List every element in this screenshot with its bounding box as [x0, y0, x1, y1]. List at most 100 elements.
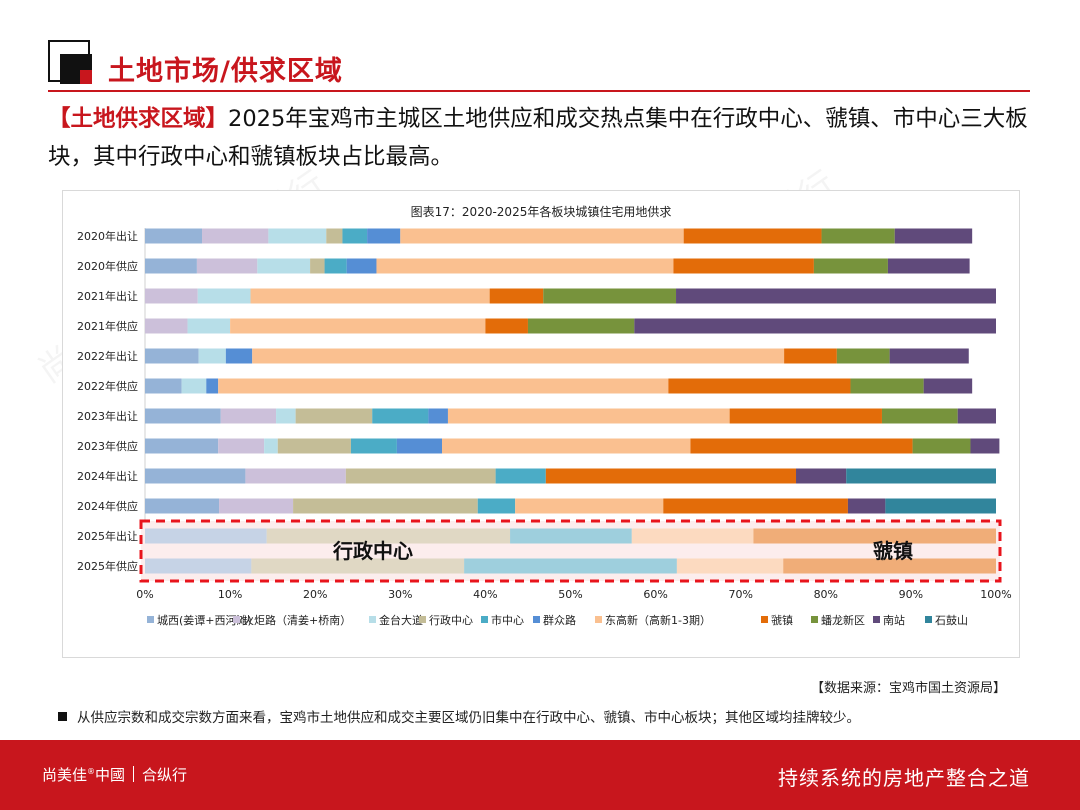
highlight-wash [141, 521, 1000, 581]
bar-segment [257, 258, 311, 274]
bar-segment [428, 408, 448, 424]
bar-segment [673, 258, 814, 274]
logo-partner: 合纵行 [142, 766, 188, 784]
x-tick-label: 0% [136, 588, 153, 601]
bar-segment [889, 348, 969, 364]
bar-segment [796, 468, 847, 484]
footer-slogan: 持续系统的房地产整合之道 [778, 766, 1030, 790]
bar-segment [198, 348, 226, 364]
y-tick-label: 2022年出让 [77, 349, 138, 363]
bar-segment [545, 468, 797, 484]
bar-segment [266, 528, 511, 544]
highlight-label: 行政中心 [332, 539, 413, 563]
x-tick-label: 10% [218, 588, 242, 601]
bar-segment [145, 528, 267, 544]
x-tick-label: 20% [303, 588, 327, 601]
bar-segment [923, 378, 973, 394]
x-tick-label: 60% [643, 588, 667, 601]
bar-segment [145, 378, 182, 394]
footer-bar: 尚美佳®中國 合纵行 持续系统的房地产整合之道 [0, 740, 1080, 810]
x-tick-label: 40% [473, 588, 497, 601]
legend-swatch [533, 616, 540, 623]
legend-swatch [369, 616, 376, 623]
bar-segment [145, 468, 246, 484]
bar-segment [218, 438, 265, 454]
x-tick-label: 90% [899, 588, 923, 601]
x-tick-label: 30% [388, 588, 412, 601]
bar-segment [345, 468, 496, 484]
bar-segment [145, 348, 199, 364]
y-tick-label: 2024年供应 [77, 499, 138, 513]
footnote-text: 从供应宗数和成交宗数方面来看，宝鸡市土地供应和成交主要区域仍旧集中在行政中心、虢… [77, 710, 860, 726]
bar-segment [293, 498, 478, 514]
lead-tag: 【土地供求区域】 [48, 106, 229, 132]
bar-segment [346, 258, 377, 274]
legend-swatch [233, 616, 240, 623]
bar-segment [145, 558, 252, 574]
chart-panel: 图表17：2020-2025年各板块城镇住宅用地供求 2020年出让 2020年供应… [62, 190, 1020, 658]
y-tick-label: 2024年出让 [77, 469, 138, 483]
legend-label: 南站 [883, 613, 905, 627]
bar-segment [447, 408, 730, 424]
bar-segment [485, 318, 528, 334]
bar-segment [196, 258, 258, 274]
y-tick-label: 2020年出让 [77, 229, 138, 243]
legend-label: 城西(姜谭+西河滩) [157, 613, 252, 627]
legend-swatch [419, 616, 426, 623]
bar-segment [676, 288, 996, 304]
x-tick-label: 100% [980, 588, 1011, 601]
stacked-bar-chart: 图表17：2020-2025年各板块城镇住宅用地供求 2020年出让 2020年供应… [77, 204, 1012, 627]
highlight-label: 虢镇 [873, 539, 913, 563]
bar-segment [218, 378, 669, 394]
bar-segment [885, 498, 996, 514]
legend-label: 虢镇 [771, 613, 793, 627]
bar-segment [957, 408, 996, 424]
bar-segment [847, 498, 886, 514]
bar-segment [813, 258, 888, 274]
legend-label: 金台大道 [379, 613, 423, 627]
bar-segment [145, 228, 203, 244]
bar-segment [668, 378, 851, 394]
data-source: 【数据来源：宝鸡市国土资源局】 [810, 681, 1006, 696]
bar-segment [489, 288, 544, 304]
bar-segment [894, 228, 973, 244]
bar-segment [970, 438, 1000, 454]
legend-swatch [761, 616, 768, 623]
logo-divider [133, 766, 135, 782]
logo-name: 尚美佳 [42, 766, 88, 784]
section-icon [48, 40, 92, 84]
x-tick-label: 80% [814, 588, 838, 601]
bar-segment [219, 498, 294, 514]
bar-segment [230, 318, 486, 334]
bar-segment [245, 468, 346, 484]
bar-segment [396, 438, 442, 454]
chart-title: 图表17：2020-2025年各板块城镇住宅用地供求 [411, 204, 672, 219]
bar-segment [225, 348, 253, 364]
bullet-square-icon [58, 712, 67, 721]
bar-segment [850, 378, 924, 394]
legend-label: 市中心 [491, 613, 524, 627]
bar-segment [543, 288, 677, 304]
legend-label: 石鼓山 [935, 613, 968, 627]
legend-label: 东高新（高新1-3期） [605, 613, 711, 627]
bar-segment [464, 558, 677, 574]
bar-segment [846, 468, 996, 484]
bar-segment [634, 318, 996, 334]
bar-segment [276, 408, 296, 424]
bar-segment [753, 528, 996, 544]
legend-swatch [481, 616, 488, 623]
bar-segment [326, 228, 343, 244]
y-tick-label: 2021年供应 [77, 319, 138, 333]
header-divider [48, 90, 1030, 92]
bar-segment [836, 348, 890, 364]
footnote: 从供应宗数和成交宗数方面来看，宝鸡市土地供应和成交主要区域仍旧集中在行政中心、虢… [58, 706, 860, 726]
legend-swatch [873, 616, 880, 623]
bar-segment [250, 288, 490, 304]
bar-segment [324, 258, 347, 274]
lead-paragraph: 【土地供求区域】2025年宝鸡市主城区土地供应和成交热点集中在行政中心、虢镇、市… [48, 100, 1033, 176]
bar-segment [268, 228, 327, 244]
y-tick-label: 2021年出让 [77, 289, 138, 303]
bar-segment [181, 378, 207, 394]
x-tick-label: 70% [728, 588, 752, 601]
bar-segment [220, 408, 277, 424]
